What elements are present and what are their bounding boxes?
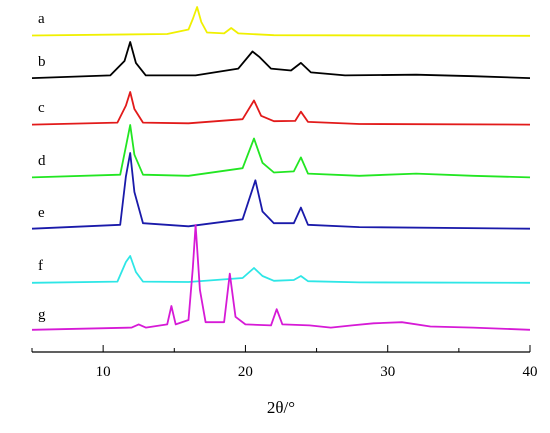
x-tick-label: 20 (238, 364, 253, 380)
series-c-line (31, 91, 531, 126)
series-label-d: d (38, 153, 46, 169)
series-label-b: b (38, 54, 46, 70)
series-label-g: g (38, 307, 46, 323)
series-label-e: e (38, 205, 45, 221)
x-axis: 10 20 30 40 (31, 345, 538, 380)
series-d-line (31, 124, 531, 179)
series-labels: a b c d e f g (38, 11, 46, 323)
series-traces (31, 6, 531, 331)
series-f-line (31, 255, 531, 284)
x-tick-label: 10 (96, 364, 111, 380)
x-axis-title: 2θ/° (267, 398, 295, 417)
x-tick-label: 30 (380, 364, 395, 380)
x-tick-label: 40 (523, 364, 538, 380)
series-b-line (31, 41, 531, 79)
series-label-c: c (38, 100, 45, 116)
series-a-line (31, 6, 531, 37)
series-label-f: f (38, 258, 43, 274)
series-label-a: a (38, 11, 45, 27)
series-g-line (31, 224, 531, 331)
series-e-line (31, 152, 531, 230)
